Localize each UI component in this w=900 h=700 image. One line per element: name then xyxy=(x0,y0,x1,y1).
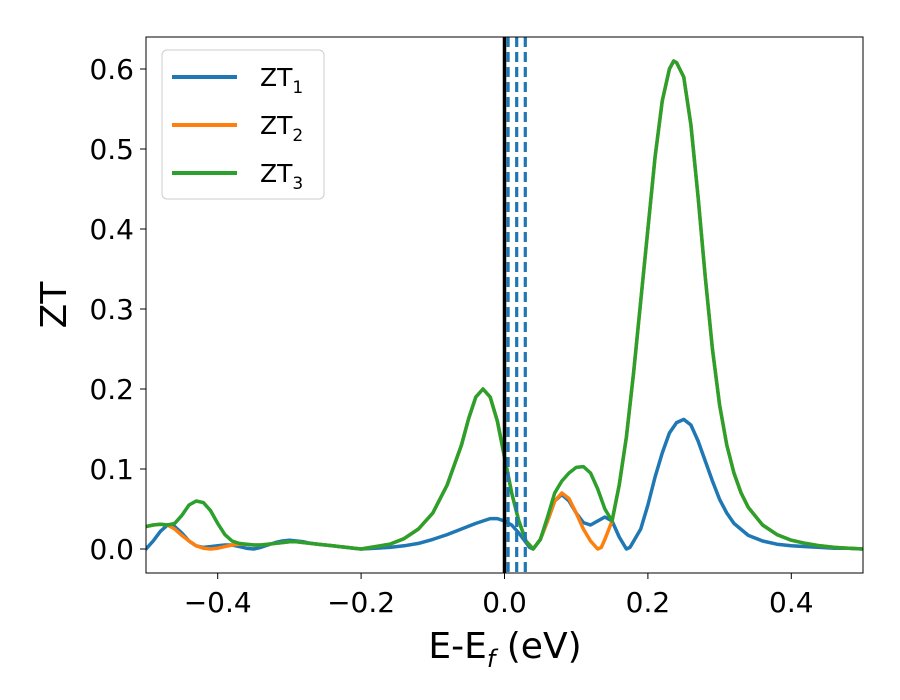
x-axis-label: E-Ef (eV) xyxy=(428,626,581,673)
x-tick-label: −0.2 xyxy=(327,586,395,619)
y-tick-label: 0.4 xyxy=(89,213,134,246)
y-axis-label: ZT xyxy=(34,281,75,329)
y-tick-label: 0.2 xyxy=(89,373,134,406)
legend-label-1: ZT1 xyxy=(260,63,303,98)
x-axis-ticks: −0.4 −0.2 0.0 0.2 0.4 xyxy=(184,573,814,619)
x-tick-label: 0.4 xyxy=(769,586,814,619)
y-tick-label: 0.3 xyxy=(89,293,134,326)
x-axis-label-unit: (eV) xyxy=(495,626,581,667)
x-axis-label-main: E-E xyxy=(428,626,486,667)
x-tick-label: 0.2 xyxy=(626,586,671,619)
vertical-lines-layer xyxy=(502,37,527,573)
legend-label-3: ZT3 xyxy=(260,159,303,194)
legend-entries: ZT1 ZT2 ZT3 xyxy=(172,63,303,194)
y-tick-label: 0.5 xyxy=(89,133,134,166)
legend-label-2: ZT2 xyxy=(260,111,303,146)
legend: ZT1 ZT2 ZT3 xyxy=(161,49,325,200)
x-tick-label: 0.0 xyxy=(482,586,527,619)
y-tick-label: 0.1 xyxy=(89,453,134,486)
y-tick-label: 0.6 xyxy=(89,53,134,86)
y-tick-label: 0.0 xyxy=(89,533,134,566)
y-axis-ticks: 0.0 0.1 0.2 0.3 0.4 0.5 0.6 xyxy=(89,53,146,566)
legend-box xyxy=(161,49,325,200)
x-tick-label: −0.4 xyxy=(184,586,252,619)
